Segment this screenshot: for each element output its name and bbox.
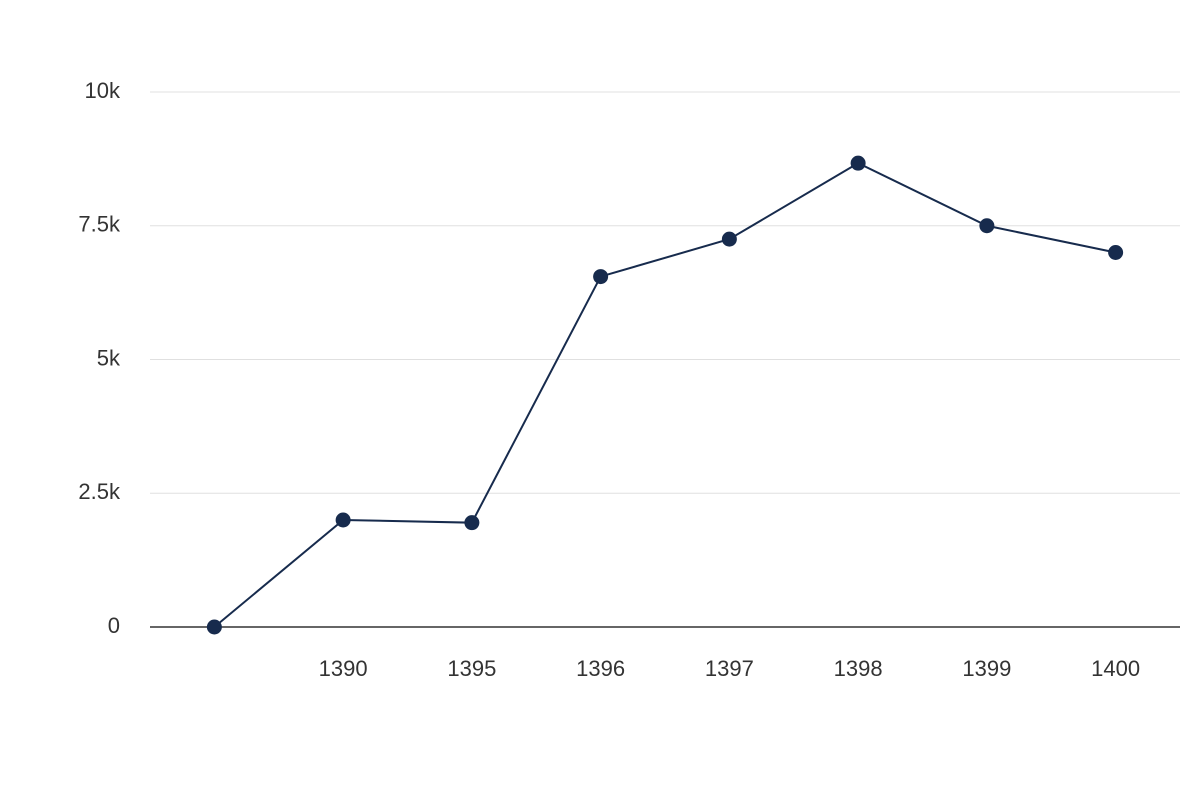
y-tick-label: 2.5k [78, 479, 121, 504]
x-tick-label: 1390 [319, 656, 368, 681]
data-point [1108, 245, 1124, 260]
x-tick-label: 1396 [576, 656, 625, 681]
data-point [979, 218, 995, 234]
data-point [593, 269, 609, 285]
x-tick-label: 1397 [705, 656, 754, 681]
series-line [213, 162, 1116, 628]
x-tick-label: 1400 [1091, 656, 1140, 681]
y-tick-label: 0 [108, 613, 120, 638]
x-tick-label: 1399 [962, 656, 1011, 681]
x-tick-label: 1398 [834, 656, 883, 681]
y-tick-label: 5k [97, 345, 121, 370]
y-tick-label: 7.5k [78, 212, 121, 237]
data-point [721, 231, 737, 247]
data-point [335, 512, 351, 528]
data-point [464, 515, 480, 531]
data-point [206, 619, 222, 635]
data-point [850, 155, 866, 171]
y-tick-label: 10k [85, 78, 121, 103]
x-tick-label: 1395 [447, 656, 496, 681]
